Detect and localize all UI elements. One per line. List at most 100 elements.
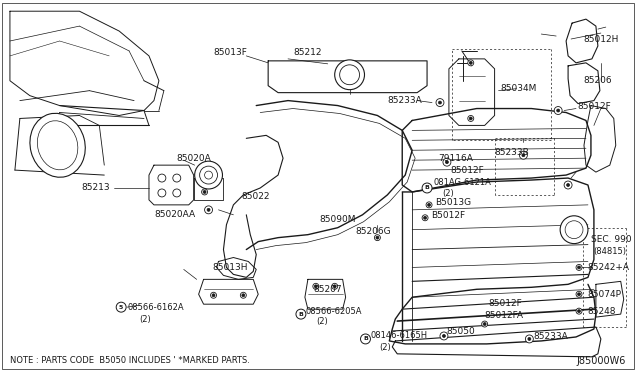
Text: 08146-6165H: 08146-6165H — [371, 331, 428, 340]
Text: 85012F: 85012F — [577, 102, 611, 111]
Circle shape — [468, 60, 474, 66]
Text: B5012F: B5012F — [431, 211, 465, 220]
Text: 85233A: 85233A — [533, 333, 568, 341]
Text: (2): (2) — [316, 317, 328, 326]
Circle shape — [577, 293, 580, 296]
Circle shape — [577, 266, 580, 269]
Circle shape — [205, 171, 212, 179]
Circle shape — [469, 61, 472, 64]
Circle shape — [438, 101, 442, 104]
Circle shape — [576, 264, 582, 270]
Circle shape — [116, 302, 126, 312]
Circle shape — [360, 334, 371, 344]
Circle shape — [428, 203, 431, 206]
Text: B: B — [298, 312, 303, 317]
Text: 08566-6162A: 08566-6162A — [127, 303, 184, 312]
Circle shape — [296, 309, 306, 319]
Circle shape — [528, 337, 531, 340]
Circle shape — [557, 109, 559, 112]
Circle shape — [173, 189, 180, 197]
Text: 85090M: 85090M — [320, 215, 356, 224]
Text: 85022: 85022 — [241, 192, 270, 201]
Circle shape — [374, 235, 380, 241]
Text: B: B — [363, 336, 368, 341]
Circle shape — [482, 321, 488, 327]
Circle shape — [195, 161, 223, 189]
Text: 85213: 85213 — [81, 183, 110, 192]
Text: 85212: 85212 — [293, 48, 321, 57]
Circle shape — [483, 323, 486, 326]
Circle shape — [335, 60, 365, 90]
Text: 85050: 85050 — [446, 327, 475, 337]
Text: 85012F: 85012F — [488, 299, 522, 308]
Circle shape — [469, 117, 472, 120]
Circle shape — [207, 208, 210, 211]
Circle shape — [525, 335, 533, 343]
Circle shape — [422, 215, 428, 221]
Circle shape — [522, 154, 525, 157]
Text: 85248: 85248 — [587, 307, 616, 315]
Text: SEC. 990: SEC. 990 — [591, 235, 632, 244]
Circle shape — [314, 285, 317, 288]
Circle shape — [313, 283, 319, 289]
Circle shape — [211, 292, 216, 298]
Circle shape — [212, 294, 215, 297]
Circle shape — [422, 183, 432, 193]
Circle shape — [554, 106, 562, 115]
Text: B: B — [424, 186, 429, 190]
Circle shape — [443, 158, 451, 166]
Text: 85012H: 85012H — [583, 35, 618, 44]
Circle shape — [173, 174, 180, 182]
Text: NOTE : PARTS CODE  B5050 INCLUDES ' *MARKED PARTS.: NOTE : PARTS CODE B5050 INCLUDES ' *MARK… — [10, 356, 250, 365]
Text: (2): (2) — [380, 343, 391, 352]
Text: (2): (2) — [139, 315, 151, 324]
Circle shape — [520, 151, 527, 159]
Text: 85242+A: 85242+A — [587, 263, 629, 272]
Text: 85233A: 85233A — [387, 96, 422, 105]
Text: 85206: 85206 — [583, 76, 612, 85]
Circle shape — [158, 189, 166, 197]
Circle shape — [158, 174, 166, 182]
Text: 85207: 85207 — [314, 285, 342, 294]
Text: 85034M: 85034M — [500, 84, 537, 93]
Text: 85206G: 85206G — [356, 227, 391, 236]
Circle shape — [241, 292, 246, 298]
Circle shape — [424, 216, 427, 219]
Circle shape — [577, 310, 580, 312]
Text: 85020A: 85020A — [177, 154, 212, 163]
Circle shape — [442, 334, 445, 337]
Text: B5013G: B5013G — [435, 198, 471, 207]
Circle shape — [576, 291, 582, 297]
Text: (84815): (84815) — [593, 247, 626, 256]
Circle shape — [205, 206, 212, 214]
Text: 85012F: 85012F — [450, 166, 484, 174]
Text: 08566-6205A: 08566-6205A — [306, 307, 362, 315]
Circle shape — [333, 285, 336, 288]
Text: 85074P: 85074P — [587, 290, 621, 299]
Circle shape — [200, 166, 218, 184]
Circle shape — [565, 221, 583, 238]
Circle shape — [440, 332, 448, 340]
Text: 081AG-6121A: 081AG-6121A — [433, 177, 491, 186]
Circle shape — [576, 308, 582, 314]
Text: J85000W6: J85000W6 — [576, 356, 626, 366]
Text: 5: 5 — [119, 305, 124, 310]
Circle shape — [376, 236, 379, 239]
Text: 85012FA: 85012FA — [484, 311, 524, 320]
Circle shape — [436, 99, 444, 106]
Circle shape — [426, 202, 432, 208]
Circle shape — [566, 183, 570, 186]
Circle shape — [332, 283, 338, 289]
Ellipse shape — [37, 121, 78, 170]
Text: 85233B: 85233B — [495, 148, 529, 157]
Ellipse shape — [30, 113, 85, 177]
Text: 85013F: 85013F — [214, 48, 248, 57]
Circle shape — [445, 161, 449, 164]
Circle shape — [564, 181, 572, 189]
Circle shape — [560, 216, 588, 244]
Circle shape — [202, 189, 207, 195]
Circle shape — [242, 294, 245, 297]
Text: 85020AA: 85020AA — [154, 210, 195, 219]
Circle shape — [340, 65, 360, 85]
Circle shape — [468, 115, 474, 121]
